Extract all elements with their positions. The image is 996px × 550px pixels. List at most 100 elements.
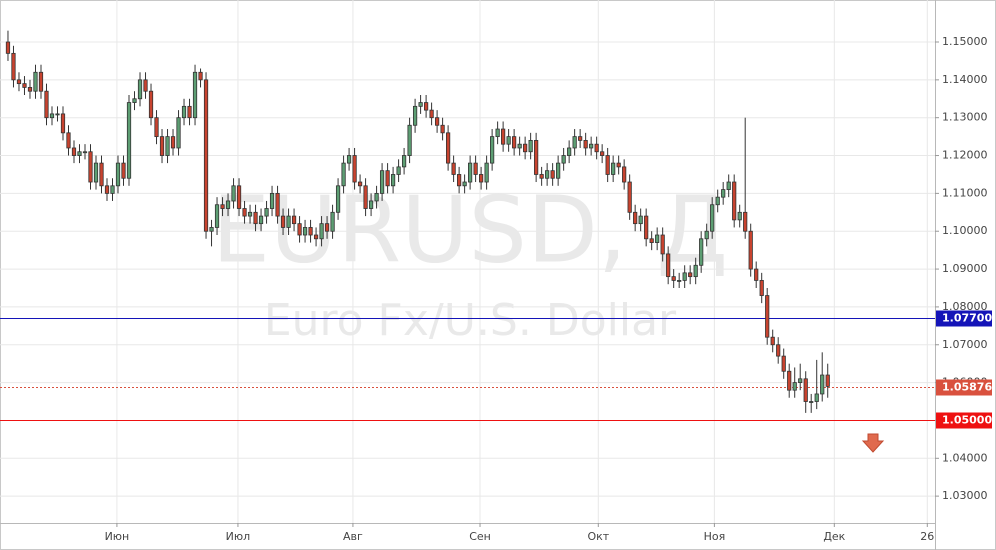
candle-body xyxy=(638,215,643,225)
candle-body xyxy=(319,223,324,240)
candle-body xyxy=(534,140,539,175)
candle-body xyxy=(313,234,319,240)
candle-body xyxy=(611,162,616,175)
price-level-tag xyxy=(936,379,992,396)
candle-body xyxy=(154,117,159,138)
candle-body xyxy=(699,238,704,266)
sell-arrow-icon xyxy=(861,433,885,453)
x-tick-label: Авг xyxy=(343,530,363,543)
candle-body xyxy=(567,147,572,156)
candle-body xyxy=(242,208,247,217)
candle-body xyxy=(743,211,748,232)
candle-body xyxy=(655,234,660,243)
candle-body xyxy=(776,344,781,357)
candle-body xyxy=(539,174,544,179)
price-level-tag xyxy=(936,412,992,429)
candle-body xyxy=(434,117,440,126)
candle-body xyxy=(633,211,638,225)
candle-body xyxy=(457,174,462,187)
candle-body xyxy=(236,185,242,209)
y-tick-label: 1.14000 xyxy=(942,73,988,86)
candle-body xyxy=(440,124,445,134)
candle-body xyxy=(798,378,803,383)
candle-body xyxy=(66,132,71,149)
candle-body xyxy=(390,174,396,187)
candle-body xyxy=(27,87,33,92)
x-tick-label: Дек xyxy=(823,530,845,543)
candle-body xyxy=(715,196,720,206)
candle-body xyxy=(682,272,687,281)
candle-body xyxy=(594,143,599,153)
candle-body xyxy=(748,230,753,270)
candle-body xyxy=(44,90,49,119)
candle-body xyxy=(346,155,352,164)
candle-body xyxy=(737,211,742,221)
candle-body xyxy=(693,264,698,278)
y-tick-label: 1.04000 xyxy=(942,451,988,464)
candle-body xyxy=(396,166,401,175)
candle-body xyxy=(759,280,764,296)
candle-body xyxy=(616,162,621,168)
candle-body xyxy=(115,162,121,187)
candle-body xyxy=(412,105,418,126)
candle-body xyxy=(501,128,506,145)
candle-body xyxy=(231,185,236,202)
y-tick-label: 1.13000 xyxy=(942,111,988,124)
candle-body xyxy=(198,71,203,81)
candle-body xyxy=(258,215,264,225)
candle-body xyxy=(770,336,775,346)
candle-body xyxy=(275,192,280,217)
candle-body xyxy=(803,378,808,402)
candle-body xyxy=(286,215,291,228)
candle-body xyxy=(5,41,11,54)
axes: 1.030001.040001.050001.060001.070001.080… xyxy=(105,35,993,543)
candle-body xyxy=(814,393,819,402)
candle-body xyxy=(209,227,214,232)
candle-body xyxy=(781,355,786,372)
candle-body xyxy=(71,147,77,156)
candle-body xyxy=(170,136,176,149)
candle-body xyxy=(704,230,709,240)
x-tick-label: Сен xyxy=(469,530,491,543)
candle-body xyxy=(220,204,225,209)
candle-body xyxy=(82,151,88,154)
y-tick-label: 1.07000 xyxy=(942,338,988,351)
candle-body xyxy=(490,136,495,164)
candle-body xyxy=(726,181,731,190)
candle-body xyxy=(809,401,814,403)
watermark-subtitle: Euro Fx/U.S. Dollar xyxy=(264,295,677,346)
candle-body xyxy=(401,155,407,168)
candle-body xyxy=(649,238,654,243)
candle-body xyxy=(55,113,60,116)
candle-body xyxy=(451,162,456,175)
y-tick-label: 1.08000 xyxy=(942,300,988,313)
candle-body xyxy=(765,295,770,338)
candle-body xyxy=(335,185,341,213)
candle-body xyxy=(605,155,610,175)
candle-body xyxy=(644,215,649,240)
candle-body xyxy=(385,170,390,187)
x-tick-label: Июл xyxy=(226,530,251,543)
candle-body xyxy=(787,370,792,391)
candle-body xyxy=(429,109,434,119)
candle-body xyxy=(506,136,511,145)
candle-body xyxy=(330,211,335,232)
candle-body xyxy=(132,98,137,103)
candle-body xyxy=(291,215,297,225)
price-level-tag xyxy=(936,310,992,327)
candle-body xyxy=(192,71,198,119)
levels xyxy=(0,318,935,421)
candle-body xyxy=(148,90,154,119)
candle-body xyxy=(660,234,665,255)
candle-body xyxy=(732,181,737,221)
candle-body xyxy=(60,113,66,134)
candle-body xyxy=(324,223,330,232)
candle-body xyxy=(121,162,126,179)
candle-body xyxy=(374,192,379,202)
candle-body xyxy=(225,200,231,209)
candle-body xyxy=(627,181,632,213)
candle-body xyxy=(88,151,93,183)
candle-body xyxy=(341,162,346,187)
candle-body xyxy=(572,136,577,149)
candle-body xyxy=(407,124,412,156)
